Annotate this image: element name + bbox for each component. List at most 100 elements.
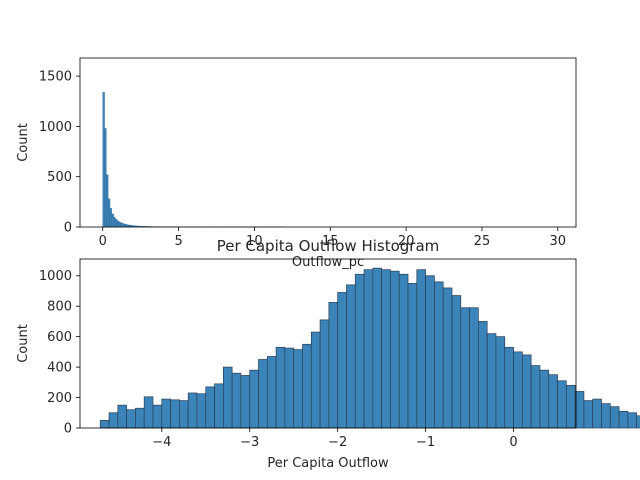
histogram-bar [425, 275, 435, 429]
histogram-bar [231, 372, 242, 429]
histogram-bar [122, 223, 125, 228]
histogram-bar [152, 404, 163, 429]
per-capita-outflow-y-axis-label: Count [16, 324, 31, 363]
x-tick-label: 15 [322, 234, 339, 249]
y-tick-label: 1000 [39, 269, 72, 284]
histogram-bar [346, 284, 356, 429]
y-tick-label: 0 [64, 422, 72, 437]
histogram-bar [442, 287, 453, 429]
histogram-bar [407, 283, 418, 429]
histogram-bar [583, 400, 594, 429]
histogram-bar [398, 273, 409, 429]
outflow-pc-bars [102, 92, 285, 228]
x-tick-label: 20 [398, 234, 415, 249]
histogram-bar [521, 354, 532, 429]
x-tick-label: −3 [240, 435, 259, 450]
histogram-bar [293, 349, 303, 429]
histogram-bar [354, 273, 365, 429]
x-tick-label: 10 [246, 234, 263, 249]
outflow-pc-plot-frame [79, 57, 577, 228]
histogram-bar [275, 346, 286, 429]
histogram-bar [108, 412, 119, 429]
histogram-bar [601, 403, 611, 429]
histogram-bar [223, 366, 233, 429]
histogram-bar [592, 398, 602, 429]
histogram-bar [113, 217, 116, 228]
y-tick-label: 800 [47, 300, 72, 315]
y-tick-label: 1000 [39, 120, 72, 135]
histogram-bar [636, 415, 640, 429]
histogram-bar [117, 220, 120, 228]
x-tick-label: 0 [509, 435, 517, 450]
histogram-bar [104, 128, 107, 228]
per-capita-outflow-x-axis-label: Per Capita Outflow [267, 456, 389, 471]
histogram-bar [99, 420, 110, 429]
y-tick-label: 400 [47, 361, 72, 376]
y-tick-label: 600 [47, 330, 72, 345]
histogram-bar [434, 281, 444, 429]
histogram-bar [495, 336, 506, 429]
histogram-bar [118, 222, 122, 228]
histogram-bar [117, 404, 127, 429]
histogram-bar [124, 224, 127, 228]
histogram-bar [106, 174, 109, 228]
x-tick-label: −4 [152, 435, 171, 450]
histogram-bar [240, 375, 251, 429]
outflow-pc-y-ticks: 0 500 1000 1500 [39, 70, 80, 236]
histogram-bar [161, 398, 171, 429]
histogram-bar [486, 333, 497, 429]
histogram-bar [108, 198, 111, 228]
histogram-bar [170, 399, 180, 429]
histogram-bar [478, 321, 488, 429]
per-capita-outflow-x-ticks: −4 −3 −2 −1 0 [152, 428, 518, 450]
histogram-bar [109, 208, 112, 228]
histogram-bar [135, 407, 145, 429]
histogram-bar [416, 269, 426, 429]
histogram-bar [120, 222, 123, 228]
histogram-bar [451, 295, 462, 429]
histogram-bar [111, 213, 114, 228]
histogram-bar [618, 410, 629, 429]
x-tick-label: −2 [328, 435, 347, 450]
histogram-bar [390, 270, 400, 429]
histogram-bar [187, 392, 198, 429]
histogram-bar [310, 331, 321, 429]
x-tick-label: 0 [99, 234, 107, 249]
outflow-pc-x-axis-label: Outflow_pc [292, 255, 364, 270]
histogram-bar [266, 356, 277, 429]
per-capita-outflow-y-ticks: 0 200 400 600 800 1000 [39, 269, 80, 437]
histogram-bar [469, 307, 479, 429]
histogram-bar [143, 396, 154, 429]
per-capita-outflow-bars [99, 267, 640, 429]
histogram-bar [205, 386, 215, 429]
histogram-bar [627, 412, 638, 429]
histogram-bar [337, 292, 347, 429]
histogram-bar [530, 365, 541, 429]
x-tick-label: 25 [474, 234, 491, 249]
histogram-bar [372, 267, 382, 429]
histogram-bar [284, 347, 295, 429]
histogram-bar [609, 406, 620, 429]
y-tick-label: 0 [64, 221, 72, 236]
outflow-pc-x-ticks: 0 5 10 15 20 25 30 [99, 227, 566, 249]
y-tick-label: 1500 [39, 70, 72, 85]
histogram-bar [548, 374, 558, 429]
histogram-bar [179, 400, 189, 429]
histogram-bar [102, 92, 105, 228]
histogram-bar [319, 319, 330, 429]
histogram-bar [115, 219, 118, 228]
x-tick-label: −1 [416, 435, 435, 450]
histogram-bar [381, 269, 391, 429]
histogram-bar [539, 369, 550, 429]
x-tick-label: 30 [550, 234, 567, 249]
per-capita-outflow-title: Per Capita Outflow Histogram [217, 237, 440, 255]
x-tick-label: 5 [174, 234, 182, 249]
histogram-bar [328, 302, 339, 429]
histogram-bar [249, 369, 259, 429]
histogram-bar [302, 343, 312, 429]
outflow-pc-y-axis-label: Count [16, 123, 31, 162]
histogram-bar [196, 393, 207, 429]
histogram-bar [363, 269, 374, 429]
